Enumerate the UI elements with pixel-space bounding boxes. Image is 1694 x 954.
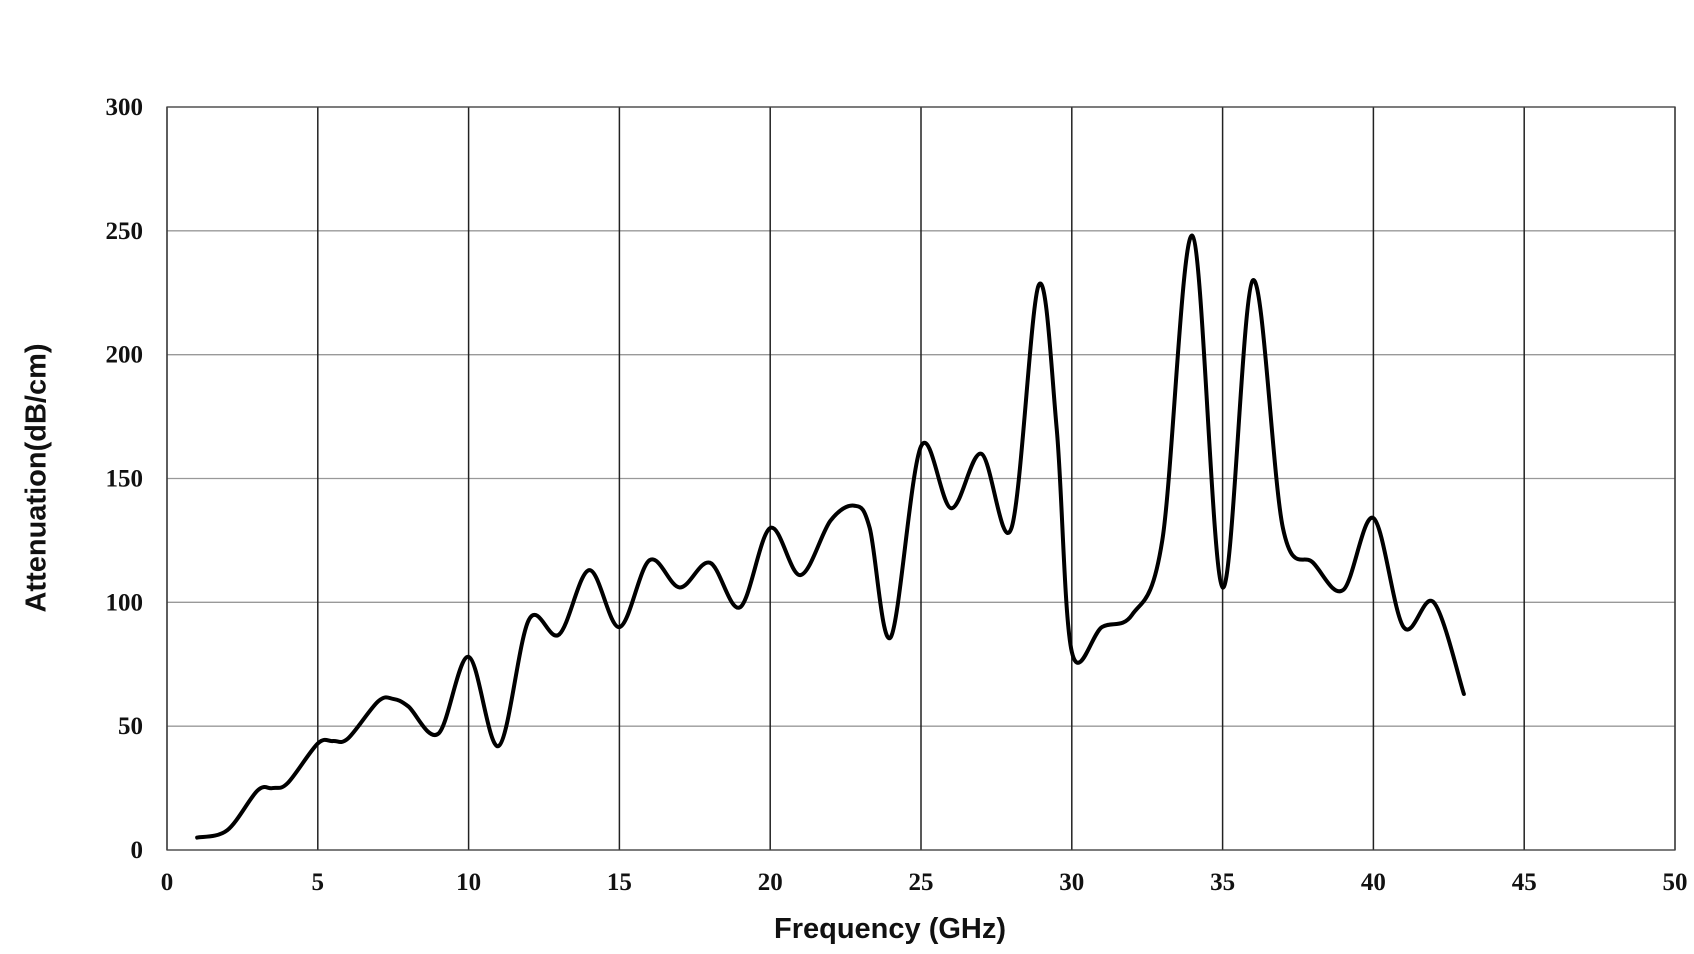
x-tick-label: 45 xyxy=(1512,869,1537,896)
x-tick-label: 5 xyxy=(312,869,325,896)
x-tick-label: 50 xyxy=(1663,869,1688,896)
x-tick-label: 25 xyxy=(909,869,934,896)
y-tick-label: 100 xyxy=(106,589,144,616)
x-tick-label: 20 xyxy=(758,869,783,896)
y-tick-label: 250 xyxy=(106,218,144,245)
x-tick-label: 0 xyxy=(161,869,174,896)
plot-frame xyxy=(166,106,1676,851)
y-tick-label: 50 xyxy=(118,713,143,740)
y-tick-label: 150 xyxy=(106,466,144,493)
x-tick-label: 40 xyxy=(1361,869,1386,896)
x-tick-label: 35 xyxy=(1210,869,1235,896)
y-tick-label: 300 xyxy=(106,94,144,121)
y-tick-label: 200 xyxy=(106,342,144,369)
x-tick-label: 30 xyxy=(1059,869,1084,896)
y-tick-label: 0 xyxy=(131,837,144,864)
x-axis-title: Frequency (GHz) xyxy=(774,913,1006,945)
x-tick-label: 15 xyxy=(607,869,632,896)
y-axis-title: Attenuation(dB/cm) xyxy=(21,343,53,612)
x-tick-label: 10 xyxy=(456,869,481,896)
data-line xyxy=(195,233,1466,840)
